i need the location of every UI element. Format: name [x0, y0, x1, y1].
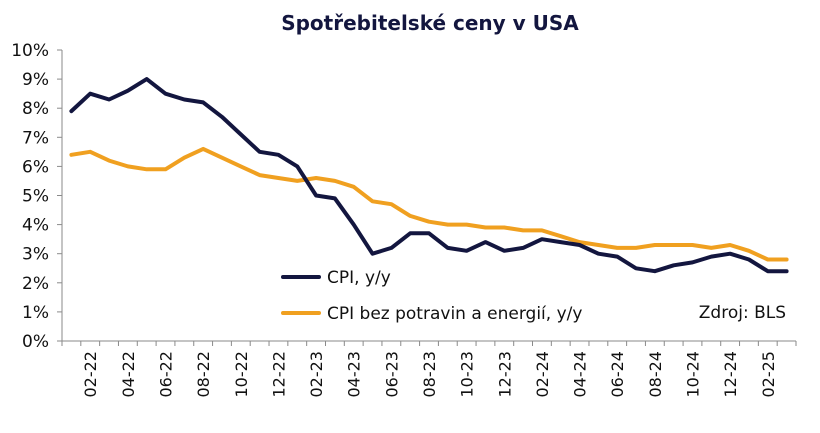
x-tick-label: 02-24	[533, 351, 552, 398]
x-axis-ticks: 02-22 04-22 06-22 08-22 10-22 12-22 02-23 04-23…	[81, 351, 778, 398]
y-tick-label: 2%	[22, 274, 49, 294]
x-tick-label: 04-22	[119, 351, 138, 398]
y-tick-label: 9%	[22, 70, 49, 90]
x-tick-label: 08-24	[646, 351, 665, 398]
y-tick-label: 0%	[22, 332, 49, 352]
legend-label: CPI, y/y	[327, 268, 391, 288]
y-axis-ticks: 0% 1% 2% 3% 4% 5% 6% 7% 8% 9% 10%	[11, 41, 49, 352]
series-layer	[69, 77, 789, 274]
x-tick-label: 02-23	[307, 351, 326, 398]
y-tick-label: 1%	[22, 303, 49, 323]
y-tick-label: 4%	[22, 216, 49, 236]
x-tick-label: 10-23	[458, 351, 477, 398]
x-tick-label: 04-24	[571, 351, 590, 398]
x-tick-label: 10-24	[683, 351, 702, 398]
x-tick-label: 08-22	[194, 351, 213, 398]
series-line-cpi	[69, 77, 789, 274]
series-line-core-cpi	[69, 146, 789, 262]
y-tick-label: 5%	[22, 187, 49, 207]
x-tick-label: 06-22	[157, 351, 176, 398]
chart-title: Spotřebitelské ceny v USA	[281, 11, 579, 35]
x-tick-label: 06-23	[382, 351, 401, 398]
y-tick-label: 8%	[22, 99, 49, 119]
source-note: Zdroj: BLS	[699, 303, 786, 323]
x-tick-label: 08-23	[420, 351, 439, 398]
y-tick-label: 6%	[22, 157, 49, 177]
axes	[57, 49, 797, 346]
y-tick-label: 10%	[11, 41, 49, 61]
y-tick-label: 3%	[22, 245, 49, 265]
x-tick-label: 12-24	[721, 351, 740, 398]
x-tick-label: 02-22	[81, 351, 100, 398]
legend-label: CPI bez potravin a energií, y/y	[327, 304, 582, 324]
x-tick-label: 04-23	[345, 351, 364, 398]
x-tick-label: 12-22	[269, 351, 288, 398]
x-tick-label: 12-23	[495, 351, 514, 398]
x-tick-label: 10-22	[232, 351, 251, 398]
x-tick-label: 06-24	[608, 351, 627, 398]
legend: CPI, y/y CPI bez potravin a energií, y/y	[281, 268, 582, 324]
y-tick-label: 7%	[22, 128, 49, 148]
x-tick-label: 02-25	[759, 351, 778, 398]
